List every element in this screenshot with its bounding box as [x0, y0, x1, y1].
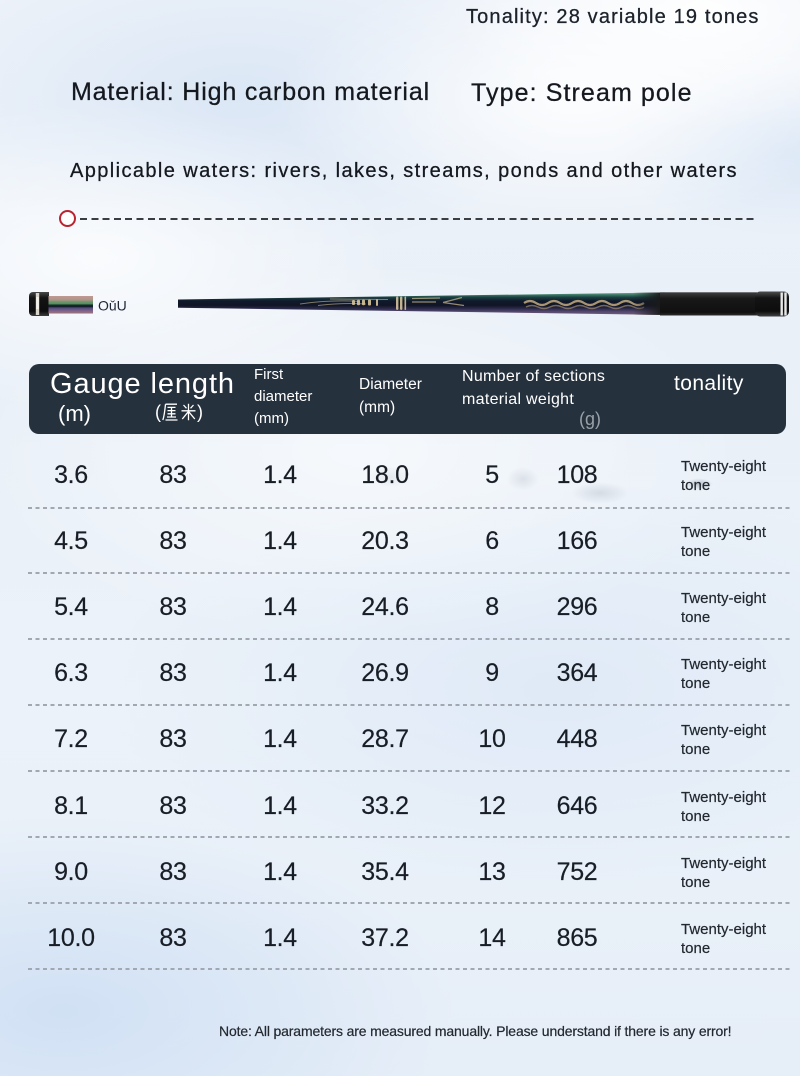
svg-text:OǔU: OǔU: [98, 298, 127, 314]
